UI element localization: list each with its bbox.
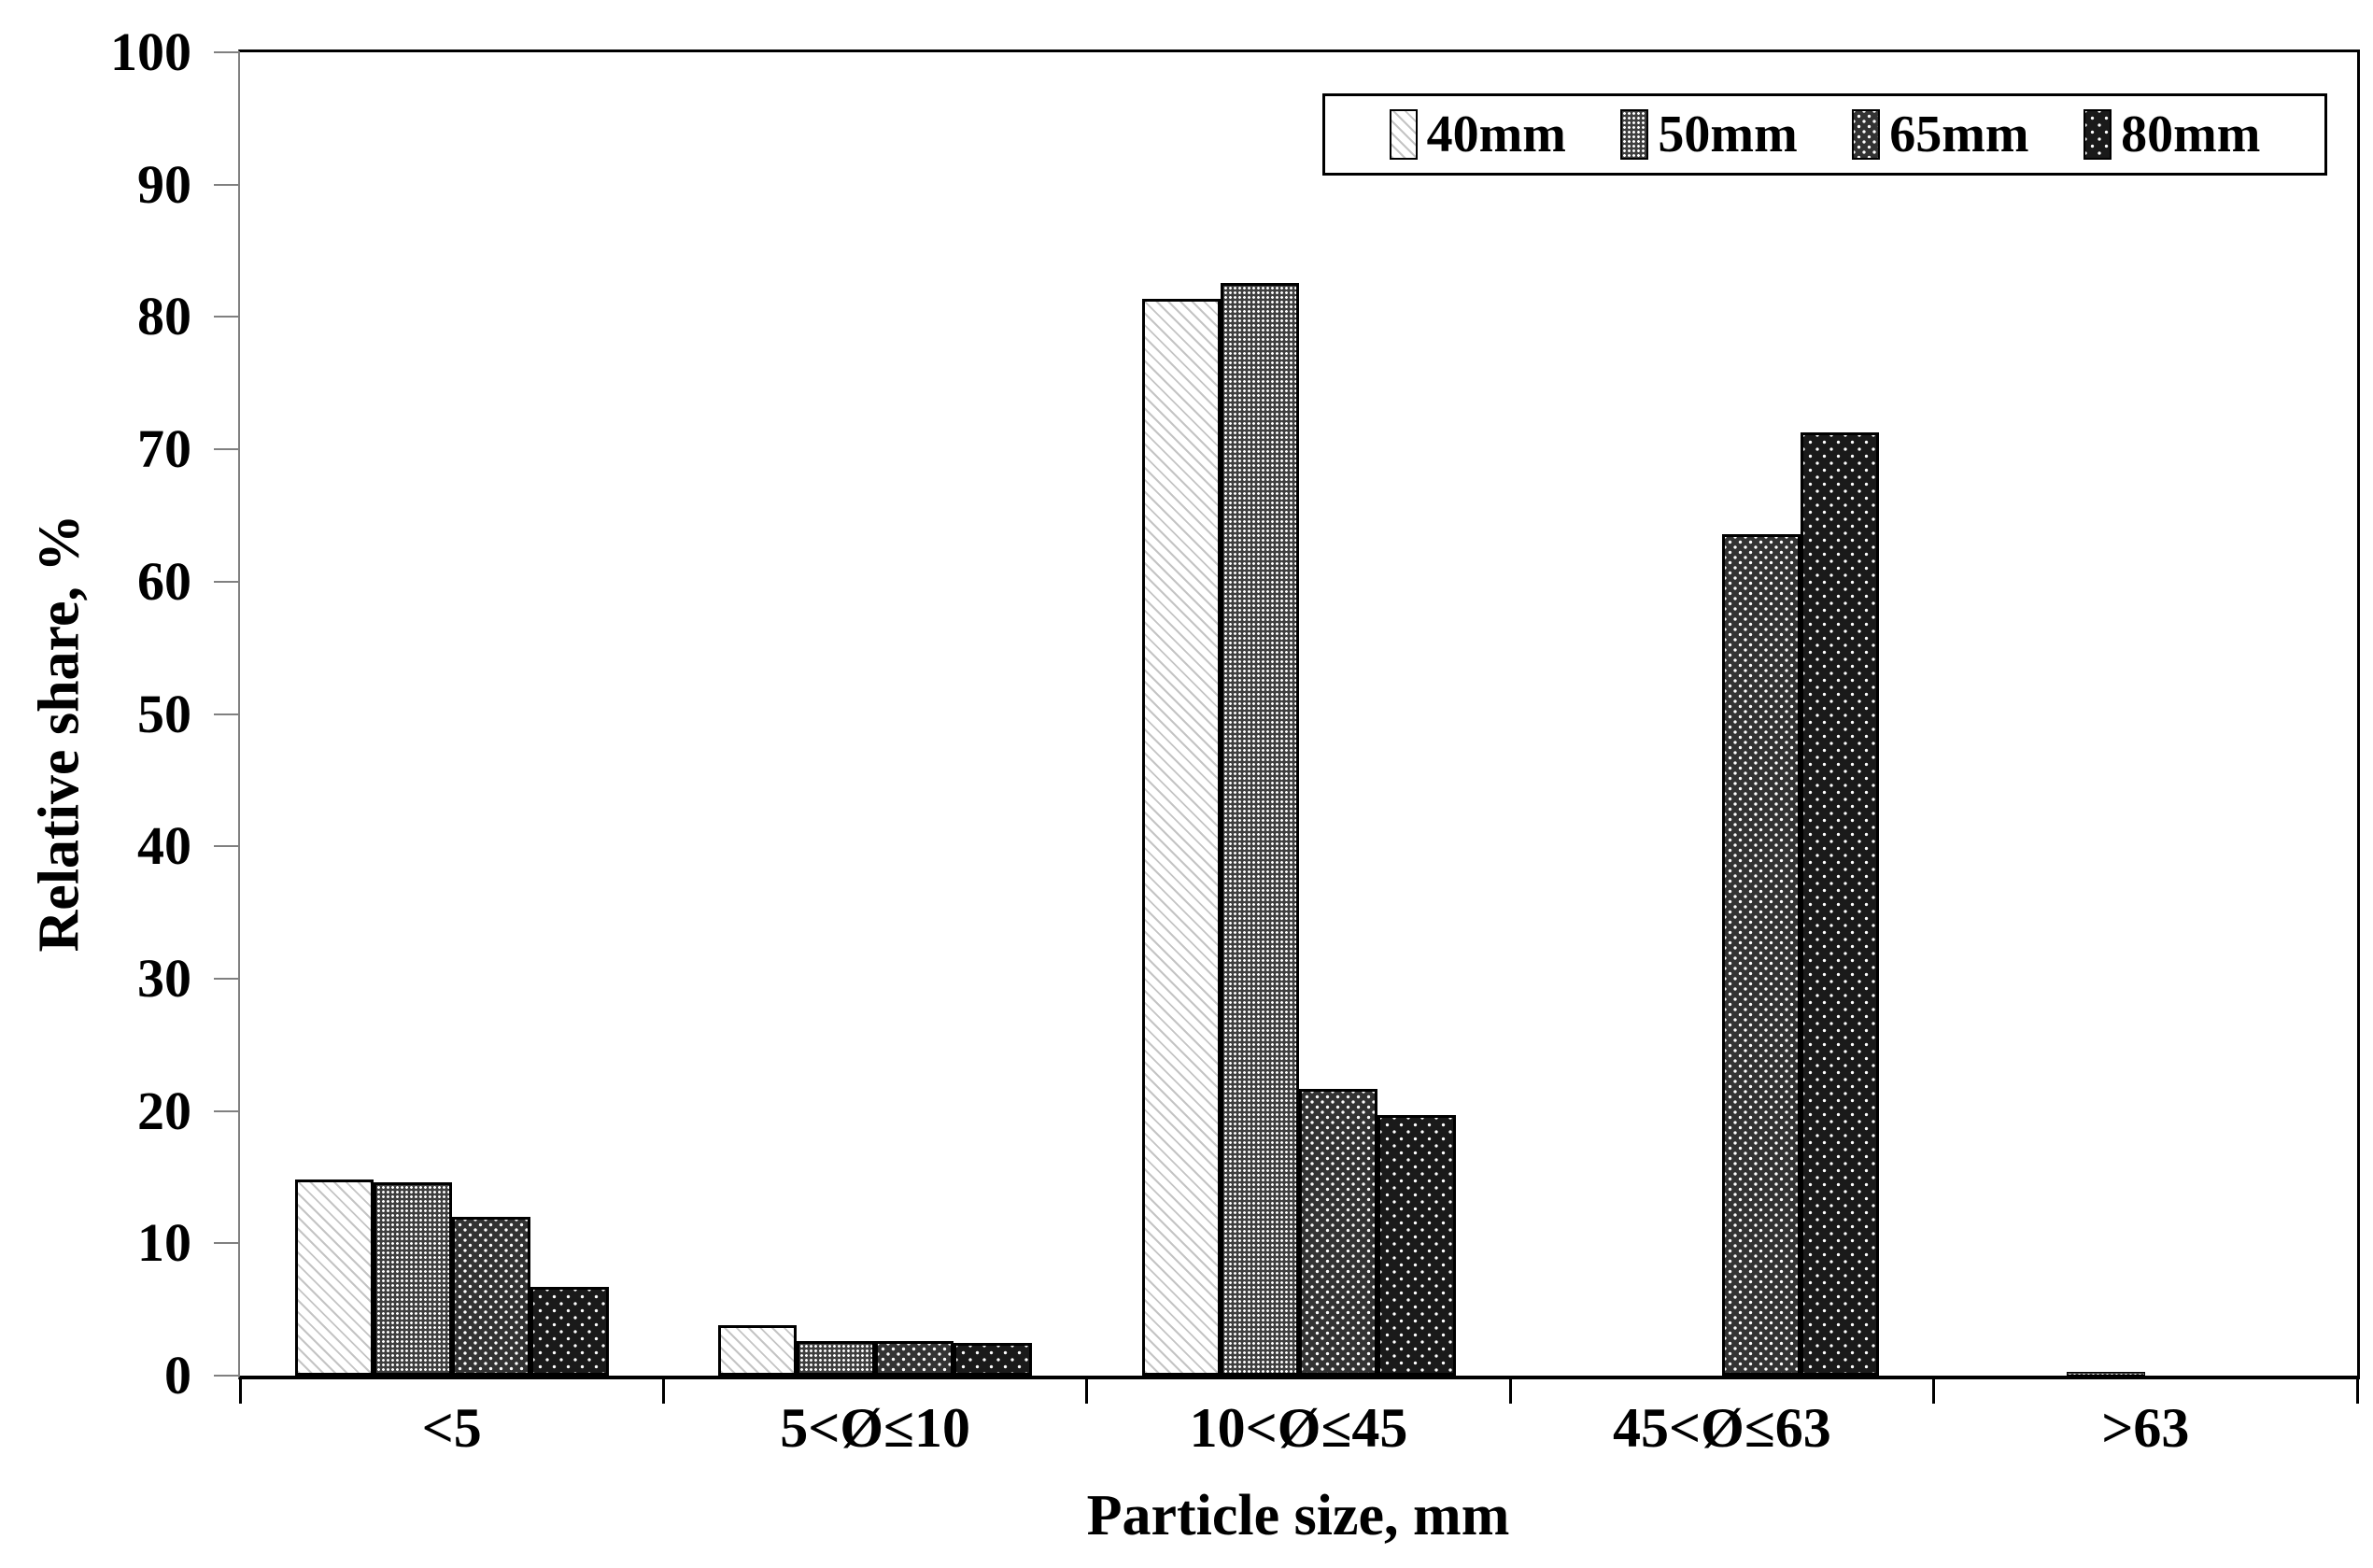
x-tick-label: 10<Ø≤45 [1189,1397,1408,1459]
x-tick-mark [1085,1379,1089,1404]
y-axis-title: Relative share, % [27,514,92,953]
bar-40mm-<5 [294,1180,374,1376]
legend-item-50mm: 50mm [1620,106,1798,163]
y-tick-label: 100 [110,21,191,82]
x-axis-title: Particle size, mm [1086,1484,1510,1547]
diagonal-hatch-swatch-icon [1389,109,1418,160]
y-tick-label: 70 [137,418,191,480]
x-tick-label: >63 [2101,1397,2190,1459]
y-tick-mark [214,713,240,715]
bar-65mm-5<Ø≤10 [875,1341,954,1376]
legend: 40mm 50mm 65mm 80mm [1322,93,2327,176]
bar-80mm-<5 [530,1287,609,1376]
bar-50mm-10<Ø≤45 [1220,282,1299,1376]
y-tick-mark [214,448,240,451]
y-tick-mark [214,977,240,980]
y-tick-label: 30 [137,947,191,1009]
y-tick-label: 0 [164,1345,191,1406]
legend-label: 40mm [1426,106,1566,163]
y-tick-mark [214,51,240,53]
y-tick-mark [214,1109,240,1112]
bar-50mm-<5 [373,1182,452,1376]
x-tick-mark [238,1379,242,1404]
y-tick-mark [214,1242,240,1245]
y-tick-mark [214,316,240,318]
legend-item-80mm: 80mm [2083,106,2260,162]
legend-item-65mm: 65mm [1852,106,2029,163]
bar-50mm-5<Ø≤10 [797,1341,876,1376]
bar-40mm-5<Ø≤10 [718,1325,798,1376]
bar-65mm-<5 [451,1216,530,1376]
x-tick-label: 45<Ø≤63 [1612,1397,1831,1459]
y-tick-mark [214,845,240,848]
medium-dots-swatch-icon [1852,109,1881,160]
y-tick-mark [214,1375,240,1377]
bar-65mm-10<Ø≤45 [1298,1088,1377,1376]
y-tick-label: 50 [137,683,191,744]
bar-80mm-10<Ø≤45 [1377,1114,1456,1376]
x-tick-mark [1508,1379,1512,1404]
x-tick-label: <5 [421,1397,482,1459]
bar-65mm-45<Ø≤63 [1721,533,1801,1376]
y-tick-label: 90 [137,153,191,215]
y-tick-label: 40 [137,815,191,877]
legend-label: 80mm [2121,106,2261,163]
x-tick-mark [1932,1379,1936,1404]
y-tick-mark [214,580,240,583]
sparse-dots-swatch-icon [2083,109,2112,160]
bar-80mm-45<Ø≤63 [1800,431,1879,1376]
y-tick-label: 60 [137,550,191,612]
y-tick-mark [214,183,240,186]
bar-50mm->63 [2067,1372,2146,1376]
y-tick-label: 80 [137,286,191,347]
legend-label: 50mm [1658,106,1798,163]
x-tick-mark [2355,1379,2359,1404]
bar-40mm-10<Ø≤45 [1141,298,1221,1376]
x-tick-mark [661,1379,665,1404]
legend-item-40mm: 40mm [1389,106,1566,163]
bar-80mm-5<Ø≤10 [953,1342,1033,1376]
y-tick-label: 20 [137,1080,191,1141]
legend-label: 65mm [1889,106,2029,163]
fine-dot-grid-swatch-icon [1620,109,1649,160]
x-tick-label: 5<Ø≤10 [780,1397,970,1459]
y-tick-label: 10 [137,1212,191,1274]
